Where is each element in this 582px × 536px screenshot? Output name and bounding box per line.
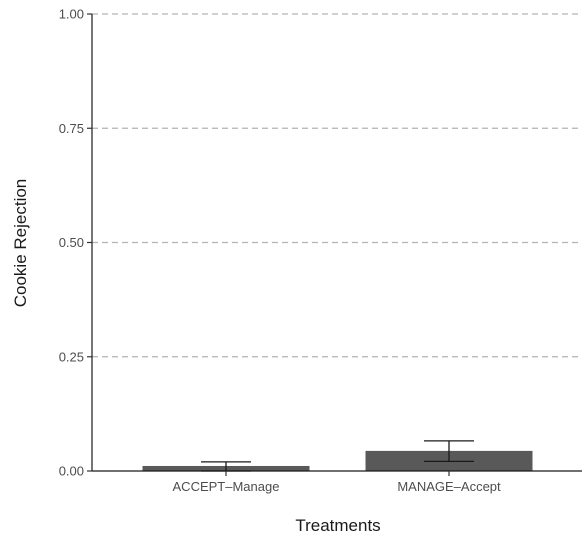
x-axis-title: Treatments [295, 516, 380, 535]
x-tick-labels: ACCEPT–Manage MANAGE–Accept [173, 471, 501, 494]
y-tick-label: 0.25 [59, 349, 84, 364]
y-tick-label: 1.00 [59, 7, 84, 22]
error-bars [201, 440, 474, 472]
y-tick-labels: 0.00 0.25 0.50 0.75 1.00 [59, 7, 92, 479]
x-tick-label: ACCEPT–Manage [173, 479, 280, 494]
y-axis-title: Cookie Rejection [11, 179, 30, 308]
error-bar [424, 440, 474, 463]
y-tick-label: 0.00 [59, 464, 84, 479]
y-tick-label: 0.50 [59, 235, 84, 250]
gridlines [92, 13, 582, 358]
y-tick-label: 0.75 [59, 121, 84, 136]
x-tick-label: MANAGE–Accept [397, 479, 501, 494]
